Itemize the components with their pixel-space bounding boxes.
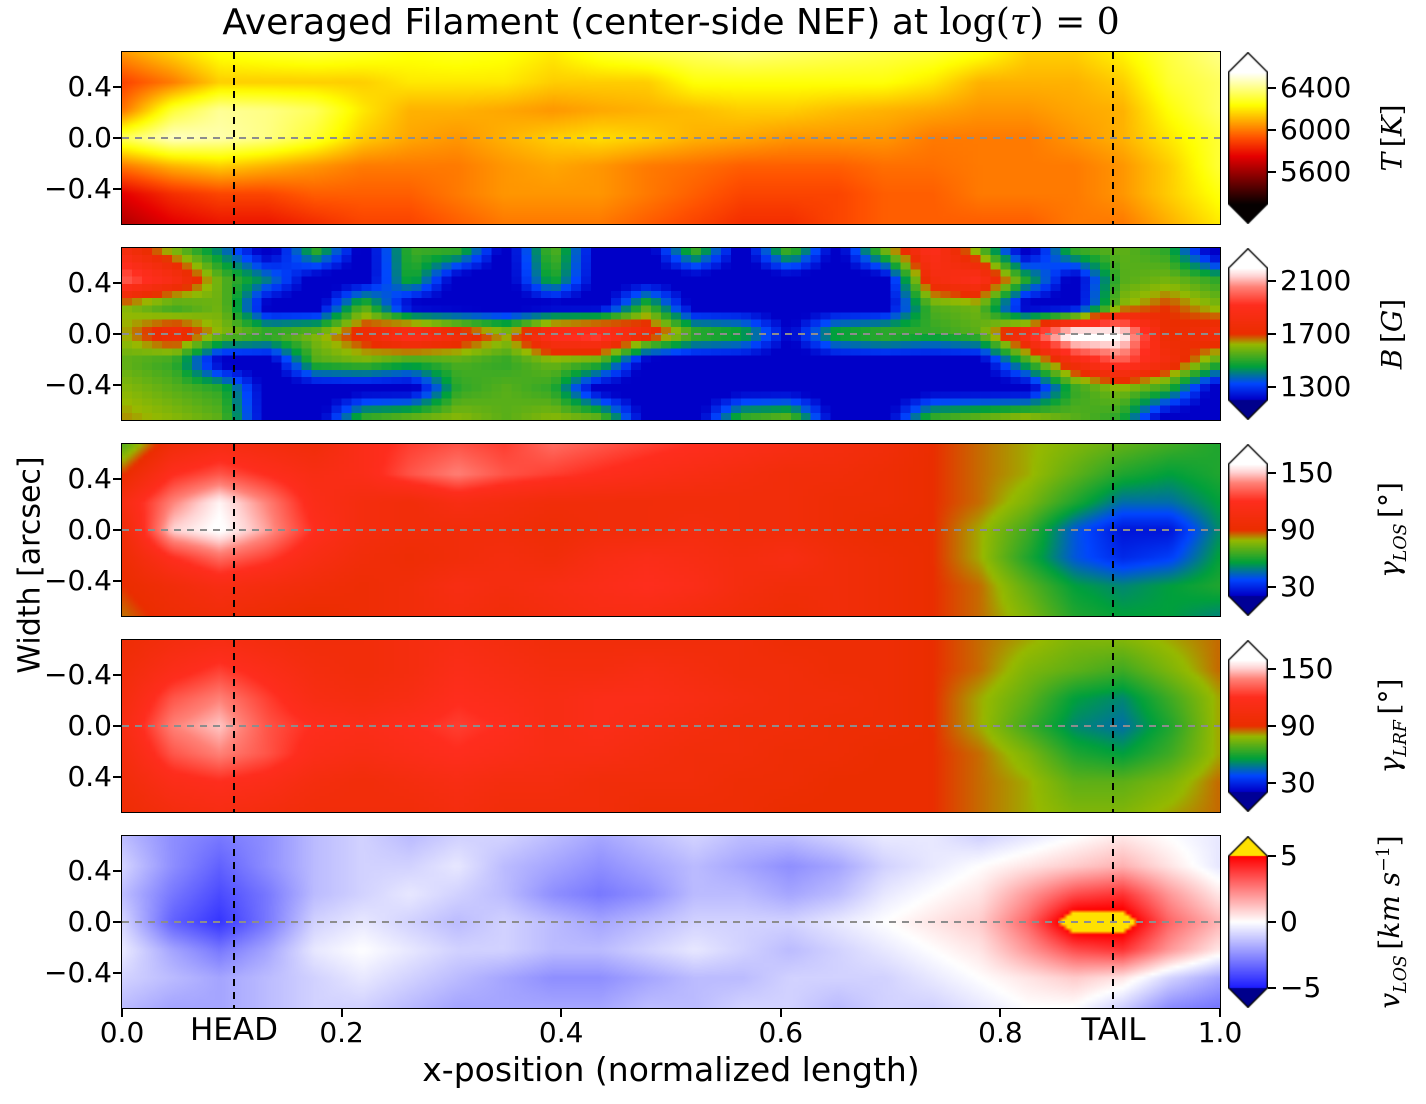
panel-temperature <box>121 51 1221 225</box>
colorbar-unit-label-gamma-lrf: γLRF [°] <box>1373 678 1411 774</box>
x-tick-label: 0.6 <box>758 1016 804 1049</box>
colorbar-gamma-los <box>1228 444 1268 616</box>
colorbar-tick-mark <box>1268 855 1276 857</box>
colorbar-tick-label: 1700 <box>1280 317 1352 350</box>
y-tick-label: 0.0 <box>67 709 112 742</box>
colorbar-unit-label-temperature: T [K] <box>1375 104 1409 172</box>
title-text: Averaged Filament (center-side NEF) at <box>222 2 940 43</box>
colorbar-unit-label-magnetic-field: B [G] <box>1375 298 1409 370</box>
y-tick-label: 0.4 <box>67 70 112 104</box>
x-tick-mark <box>121 1008 123 1017</box>
panel-velocity-los <box>121 835 1221 1009</box>
colorbar-tick-label: 6000 <box>1280 113 1352 147</box>
x-tick-label: 0.4 <box>538 1016 584 1049</box>
midline <box>122 921 1220 923</box>
head-label: HEAD <box>189 1012 278 1048</box>
y-tick-label: 0.4 <box>67 266 112 300</box>
y-tick-mark <box>113 674 122 677</box>
y-tick-mark <box>113 478 122 481</box>
y-tick-mark <box>113 529 122 531</box>
colorbar-tick-label: 150 <box>1280 652 1334 686</box>
colorbar-tick-label: 6400 <box>1280 70 1352 104</box>
colorbar-tick-mark <box>1268 781 1276 784</box>
x-tick-label: 0.8 <box>978 1016 1023 1049</box>
colorbar-tick-mark <box>1268 725 1276 727</box>
tail-label: TAIL <box>1081 1012 1146 1048</box>
colorbar-temperature <box>1228 52 1268 224</box>
midline <box>122 529 1220 531</box>
colorbar-velocity-los <box>1228 836 1268 1008</box>
colorbar-tick-label: 5600 <box>1280 155 1352 189</box>
colorbar-tick-mark <box>1268 129 1276 132</box>
y-tick-mark <box>113 86 122 89</box>
colorbar-unit-label-gamma-los: γLOS [°] <box>1373 482 1411 578</box>
midline <box>122 333 1220 335</box>
y-tick-mark <box>113 725 122 727</box>
y-tick-label: 0.0 <box>67 513 112 546</box>
midline <box>122 137 1220 139</box>
colorbar-magnetic-field <box>1228 248 1268 420</box>
title-math: log(τ) = 0 <box>939 2 1120 43</box>
colorbar-tick-label: 1300 <box>1280 369 1352 403</box>
panel-magnetic-field <box>121 247 1221 421</box>
y-tick-mark <box>113 971 122 974</box>
colorbar-tick-mark <box>1268 472 1276 475</box>
colorbar-tick-label: 150 <box>1280 456 1334 490</box>
colorbar-tick-mark <box>1268 585 1276 588</box>
y-tick-mark <box>113 870 122 873</box>
colorbar-unit-label-velocity-los: vLOS [km s−1] <box>1373 835 1411 1009</box>
x-tick-label: 0.2 <box>319 1016 364 1049</box>
y-tick-label: −0.4 <box>44 658 112 692</box>
colorbar-tick-mark <box>1268 668 1276 671</box>
y-tick-label: −0.4 <box>44 955 112 989</box>
colorbar-tick-label: 2100 <box>1280 264 1352 298</box>
figure-title: Averaged Filament (center-side NEF) at l… <box>222 2 1119 43</box>
y-tick-mark <box>113 282 122 285</box>
colorbar-tick-mark <box>1268 921 1276 923</box>
colorbar-tick-mark <box>1268 280 1276 283</box>
x-tick-label: 0.0 <box>99 1016 145 1049</box>
colorbar-gamma-lrf <box>1228 640 1268 812</box>
x-tick-mark <box>779 1008 782 1017</box>
x-axis-label: x-position (normalized length) <box>422 1050 920 1089</box>
y-tick-mark <box>113 187 122 190</box>
y-tick-label: −0.4 <box>44 367 112 401</box>
panel-gamma-lrf <box>121 639 1221 813</box>
colorbar-tick-label: 30 <box>1280 569 1316 603</box>
x-tick-mark <box>560 1008 563 1017</box>
colorbar-tick-mark <box>1268 987 1276 989</box>
colorbar-tick-label: 0 <box>1280 905 1298 938</box>
y-tick-label: −0.4 <box>44 171 112 205</box>
x-tick-label: 1.0 <box>1197 1016 1243 1049</box>
x-tick-mark <box>999 1008 1002 1017</box>
colorbar-tick-mark <box>1268 529 1276 531</box>
y-tick-mark <box>113 775 122 778</box>
y-tick-label: 0.4 <box>67 759 112 793</box>
colorbar-tick-label: 5 <box>1280 839 1298 872</box>
colorbar-tick-label: 90 <box>1280 513 1316 546</box>
colorbar-tick-label: −5 <box>1280 971 1322 1004</box>
colorbar-tick-mark <box>1268 171 1276 174</box>
x-tick-mark <box>340 1008 343 1017</box>
y-tick-label: 0.4 <box>67 854 112 888</box>
colorbar-tick-label: 30 <box>1280 765 1316 799</box>
y-tick-mark <box>113 383 122 386</box>
panel-gamma-los <box>121 443 1221 617</box>
x-tick-mark <box>1219 1008 1221 1017</box>
y-tick-label: 0.0 <box>67 317 112 350</box>
y-tick-mark <box>113 137 122 139</box>
y-tick-label: −0.4 <box>44 563 112 597</box>
colorbar-tick-label: 90 <box>1280 709 1316 742</box>
midline <box>122 725 1220 727</box>
y-tick-label: 0.4 <box>67 462 112 496</box>
y-tick-mark <box>113 579 122 582</box>
y-tick-mark <box>113 921 122 923</box>
colorbar-tick-mark <box>1268 385 1276 388</box>
y-tick-label: 0.0 <box>67 905 112 938</box>
colorbar-tick-mark <box>1268 86 1276 89</box>
colorbar-tick-mark <box>1268 333 1276 335</box>
y-tick-label: 0.0 <box>67 121 112 154</box>
y-tick-mark <box>113 333 122 335</box>
